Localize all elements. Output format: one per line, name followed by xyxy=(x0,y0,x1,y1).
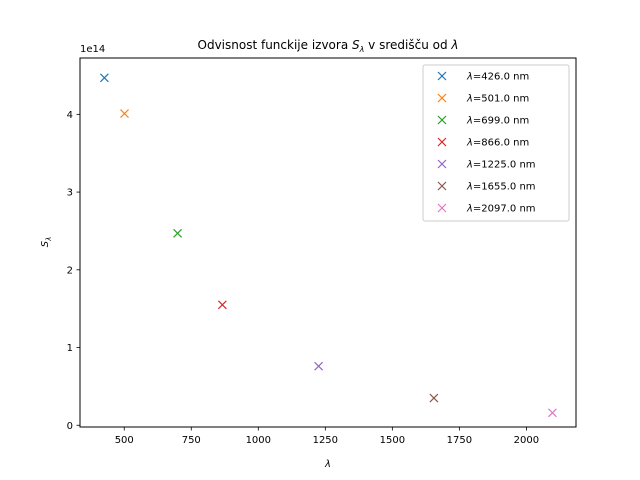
legend-entry-label: λ=501.0 nm xyxy=(466,94,529,105)
y-offset-label: 1e14 xyxy=(80,44,105,55)
legend-entry-label: λ=426.0 nm xyxy=(466,72,529,83)
x-tick-label: 750 xyxy=(182,435,201,446)
legend-entry-label: λ=1225.0 nm xyxy=(466,160,536,171)
x-tick-label: 500 xyxy=(115,435,134,446)
data-point xyxy=(314,361,324,371)
legend-entry-label: λ=2097.0 nm xyxy=(466,204,536,215)
x-tick-label: 2000 xyxy=(514,435,539,446)
x-axis: 500 750 1000 1250 1500 1750 2000 xyxy=(115,427,539,446)
legend-marker xyxy=(437,115,447,125)
data-point xyxy=(99,73,109,83)
y-tick-label: 4 xyxy=(67,110,73,121)
legend: λ=426.0 nm λ=501.0 nm λ=699.0 nm λ=866.0 nm… xyxy=(422,64,570,222)
y-axis-label: Sλ xyxy=(40,237,53,248)
data-point xyxy=(547,408,557,418)
legend-marker xyxy=(437,93,447,103)
data-point xyxy=(173,228,183,238)
y-tick-label: 3 xyxy=(67,188,73,199)
legend-marker xyxy=(437,71,447,81)
y-tick-label: 1 xyxy=(67,343,73,354)
legend-marker xyxy=(437,203,447,213)
data-points xyxy=(99,73,557,418)
data-point xyxy=(120,109,129,118)
data-point xyxy=(429,393,439,403)
legend-entry-label: λ=866.0 nm xyxy=(466,138,529,149)
x-axis-label: λ xyxy=(324,459,331,470)
x-tick-label: 1750 xyxy=(447,435,472,446)
x-tick-label: 1250 xyxy=(313,435,338,446)
legend-entry-label: λ=1655.0 nm xyxy=(466,182,536,193)
chart-title: Odvisnost funckije izvora Sλ v središču … xyxy=(198,38,459,54)
legend-marker xyxy=(437,137,447,147)
legend-marker xyxy=(437,181,447,191)
y-tick-label: 2 xyxy=(67,265,73,276)
plot-frame xyxy=(79,57,577,428)
legend-box xyxy=(422,64,570,222)
legend-marker xyxy=(437,159,447,169)
y-axis: 0 1 2 3 4 xyxy=(67,110,80,432)
y-tick-label: 0 xyxy=(67,421,73,432)
data-point xyxy=(217,300,227,310)
legend-entry-label: λ=699.0 nm xyxy=(466,116,529,127)
x-tick-label: 1500 xyxy=(380,435,405,446)
x-tick-label: 1000 xyxy=(246,435,271,446)
